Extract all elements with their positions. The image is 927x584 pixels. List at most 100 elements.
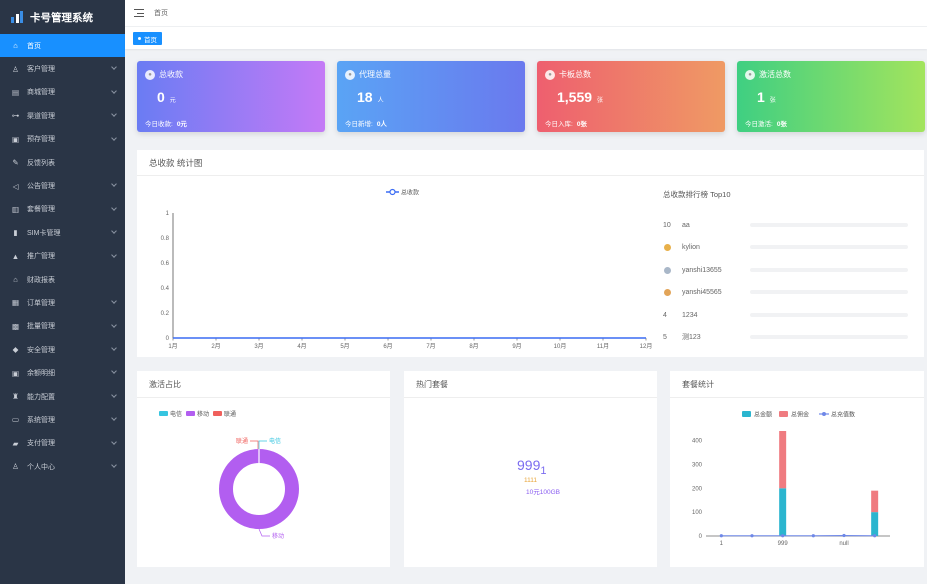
tags-bar: 首页 — [125, 27, 927, 49]
bar[interactable] — [871, 512, 879, 536]
hot-package-big: 999 — [517, 457, 541, 473]
sidebar-item-15[interactable]: ♜ 能力配置 — [0, 385, 125, 408]
pie-legend-item[interactable]: 电信 — [159, 410, 182, 418]
rank-bar — [750, 268, 908, 272]
sidebar-item-9[interactable]: ▲ 推广管理 — [0, 245, 125, 268]
sidebar-item-label: 订单管理 — [27, 299, 55, 307]
line-point[interactable] — [719, 534, 723, 538]
rank-name: 1234 — [682, 311, 698, 319]
pie-legend-item[interactable]: 移动 — [186, 410, 209, 418]
balance-icon: ▣ — [11, 368, 20, 378]
sidebar-item-5[interactable]: ✎ 反馈列表 — [0, 151, 125, 174]
sidebar-item-16[interactable]: ▭ 系统管理 — [0, 408, 125, 431]
sidebar-item-1[interactable]: ♙ 客户管理 — [0, 57, 125, 80]
chevron-down-icon — [111, 134, 117, 141]
sidebar-item-4[interactable]: ▣ 预存管理 — [0, 128, 125, 151]
sidebar-item-6[interactable]: ◁ 公告管理 — [0, 174, 125, 197]
rank-number: 10 — [663, 221, 671, 229]
sidebar-item-10[interactable]: ⌂ 财政报表 — [0, 268, 125, 291]
sidebar: 卡号管理系统 ⌂ 首页 ♙ 客户管理 ▤ 商城管理 ⊶ 渠道管理 ▣ 预存管理 ✎ 反馈列表 ◁ 公告管理… — [0, 0, 125, 584]
chevron-down-icon — [111, 345, 117, 351]
legend-label: 联通 — [224, 410, 236, 418]
stat-card-title: 激活总数 — [759, 70, 791, 79]
sidebar-item-label: 渠道管理 — [27, 112, 55, 120]
agent-icon: ● — [345, 69, 355, 80]
rank-number: 4 — [663, 311, 667, 319]
sidebar-item-label: 个人中心 — [27, 463, 55, 471]
line-point[interactable] — [873, 534, 877, 538]
chevron-down-icon — [111, 321, 117, 328]
line-point[interactable] — [811, 534, 815, 538]
chevron-down-icon — [111, 64, 117, 71]
rank-name: aa — [682, 221, 690, 229]
bar-legend-item[interactable]: 总金额 — [742, 411, 772, 419]
hot-package-panel-title: 热门套餐 — [404, 371, 657, 398]
yen-icon: ● — [145, 69, 155, 80]
bar[interactable] — [779, 431, 787, 489]
pie-label: 电信 — [269, 437, 281, 445]
sidebar-item-8[interactable]: ▮ SIM卡管理 — [0, 221, 125, 244]
stat-card-value: 18 — [357, 89, 373, 105]
chevron-down-icon — [111, 462, 117, 468]
chevron-down-icon — [111, 111, 117, 118]
line-point[interactable] — [781, 534, 785, 538]
stat-card-2: ● 卡板总数 1,559 张今日入库: 0张 — [537, 61, 725, 132]
sidebar-item-13[interactable]: ◆ 安全管理 — [0, 338, 125, 361]
sidebar-item-3[interactable]: ⊶ 渠道管理 — [0, 104, 125, 127]
sidebar-item-2[interactable]: ▤ 商城管理 — [0, 81, 125, 104]
activation-panel: 激活占比 — [137, 371, 390, 567]
hot-package-value: 9991 — [517, 457, 546, 477]
sidebar-item-label: 支付管理 — [27, 440, 55, 448]
pie-slice[interactable] — [219, 449, 299, 529]
sitemap-icon: ⊶ — [11, 111, 20, 121]
bar-legend-item[interactable]: 总佣金 — [779, 411, 809, 419]
line-point[interactable] — [842, 533, 846, 538]
x-tick-label: null — [839, 541, 848, 547]
x-tick-label: 8月 — [469, 343, 478, 350]
package-stats-panel-title: 套餐统计 — [670, 371, 924, 398]
top-header: 首页 — [125, 0, 927, 27]
sidebar-item-18[interactable]: ♙ 个人中心 — [0, 455, 125, 478]
sidebar-item-17[interactable]: ▰ 支付管理 — [0, 432, 125, 455]
sim-card-icon: ▮ — [13, 228, 18, 238]
rank-name: 测123 — [682, 334, 701, 341]
x-tick-label: 5月 — [340, 343, 349, 350]
user-icon: ♙ — [12, 462, 19, 472]
y-tick-label: 1 — [166, 211, 170, 217]
chevron-down-icon — [111, 228, 117, 234]
app-logo[interactable]: 卡号管理系统 — [0, 0, 125, 34]
y-tick-label: 0.4 — [161, 286, 170, 292]
sidebar-item-label: 财政报表 — [27, 276, 55, 284]
stat-card-unit: 张 — [769, 98, 776, 104]
menu-toggle-icon[interactable] — [134, 9, 144, 17]
package-bar-chart: 总金额 总佣金 总充值数 0 100 200 300 400 1 999 null — [692, 411, 890, 547]
system-icon: ▭ — [11, 415, 20, 425]
pie-legend-item[interactable]: 联通 — [213, 410, 236, 418]
x-tick-label: 999 — [778, 541, 789, 547]
y-tick-label: 0 — [699, 534, 703, 540]
sidebar-item-0[interactable]: ⌂ 首页 — [0, 34, 125, 58]
sidebar-item-7[interactable]: ▥ 套餐管理 — [0, 198, 125, 221]
bar[interactable] — [871, 490, 879, 513]
sidebar-item-label: 预存管理 — [27, 136, 55, 144]
tab-home[interactable]: 首页 — [133, 32, 162, 45]
sidebar-item-14[interactable]: ▣ 余额明细 — [0, 361, 125, 384]
revenue-panel: 总收款 统计图 — [137, 150, 924, 357]
y-tick-label: 400 — [692, 439, 703, 445]
order-icon: ▦ — [11, 298, 20, 308]
bar[interactable] — [779, 488, 787, 536]
sidebar-item-12[interactable]: ▩ 批量管理 — [0, 315, 125, 338]
rank-bar — [750, 313, 908, 317]
tab-home-label: 首页 — [144, 36, 157, 44]
line-legend[interactable]: 总收款 — [386, 189, 419, 197]
x-tick-label: 10月 — [554, 343, 567, 350]
sidebar-item-11[interactable]: ▦ 订单管理 — [0, 291, 125, 314]
stat-card-foot-value: 0元 — [176, 121, 187, 128]
activate-icon: ● — [745, 69, 755, 80]
stat-card-value: 1,559 — [557, 89, 593, 105]
line-point[interactable] — [750, 534, 754, 538]
breadcrumb[interactable]: 首页 — [154, 10, 168, 17]
bar-legend-item[interactable]: 总充值数 — [819, 411, 855, 419]
x-tick-label: 7月 — [426, 343, 435, 350]
